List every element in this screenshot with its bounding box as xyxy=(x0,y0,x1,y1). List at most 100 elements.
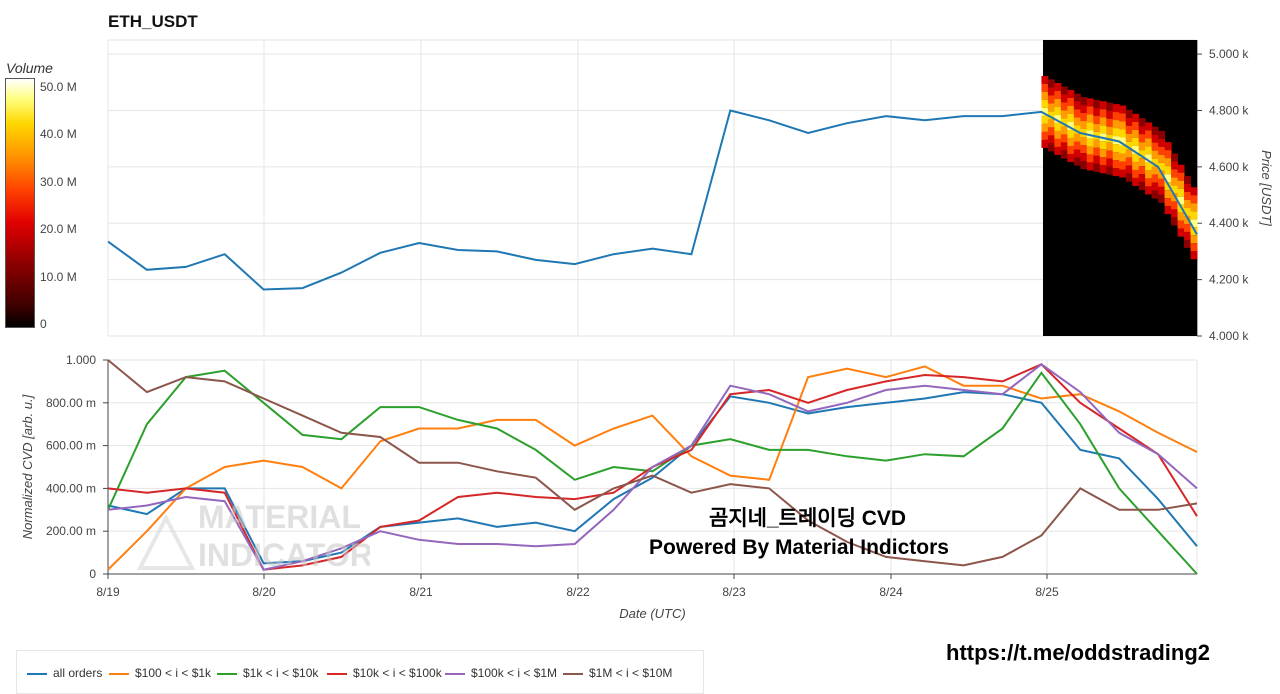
cvd-axis-label: Normalized CVD [arb. u.] xyxy=(20,394,35,539)
legend-item[interactable]: $100k < i < $1M xyxy=(445,666,557,680)
heatmap-cell xyxy=(1093,99,1101,108)
cvd-tick-label: 800.00 m xyxy=(46,396,96,410)
heatmap-cell xyxy=(1151,158,1159,167)
legend-swatch xyxy=(563,672,583,675)
legend-swatch xyxy=(27,672,47,675)
heatmap-cell xyxy=(1041,75,1049,84)
heatmap-cell xyxy=(1112,104,1120,113)
heatmap-cell xyxy=(1132,113,1140,122)
legend-item[interactable]: $10k < i < $100k xyxy=(327,666,442,680)
heatmap-cell xyxy=(1184,183,1192,192)
legend-item[interactable]: $1k < i < $10k xyxy=(217,666,318,680)
legend-swatch xyxy=(327,672,347,675)
heatmap-cell xyxy=(1041,107,1049,116)
heatmap-cell xyxy=(1106,150,1114,159)
heatmap-cell xyxy=(1125,157,1133,166)
heatmap-cell xyxy=(1145,178,1153,187)
heatmap-cell xyxy=(1099,149,1107,158)
price-tick-label: 4.400 k xyxy=(1209,216,1249,230)
legend-swatch xyxy=(445,672,465,675)
heatmap-cell xyxy=(1080,113,1088,122)
heatmap-cell xyxy=(1080,121,1088,130)
heatmap-cell xyxy=(1106,142,1114,151)
heatmap-cell xyxy=(1190,243,1198,252)
heatmap-cell xyxy=(1190,251,1198,260)
heatmap-cell xyxy=(1138,166,1146,175)
heatmap-cell xyxy=(1093,115,1101,124)
legend-label: $100 < i < $1k xyxy=(135,666,212,680)
heatmap-cell xyxy=(1060,126,1068,135)
heatmap-cell xyxy=(1177,172,1185,181)
price-tick-label: 5.000 k xyxy=(1209,47,1249,61)
heatmap-cell xyxy=(1138,174,1146,183)
heatmap-cell xyxy=(1158,162,1166,171)
heatmap-cell xyxy=(1184,231,1192,240)
legend-item[interactable]: $1M < i < $10M xyxy=(563,666,672,680)
heatmap-cell xyxy=(1119,161,1127,170)
colorbar-tick: 20.0 M xyxy=(40,222,77,236)
heatmap-cell xyxy=(1073,109,1081,118)
heatmap-cell xyxy=(1125,149,1133,158)
heatmap-cell xyxy=(1047,111,1055,120)
heatmap-cell xyxy=(1099,125,1107,134)
heatmap-cell xyxy=(1086,146,1094,155)
cvd-tick-label: 600.00 m xyxy=(46,439,96,453)
heatmap-cell xyxy=(1060,134,1068,143)
heatmap-cell xyxy=(1041,139,1049,148)
heatmap-cell xyxy=(1145,170,1153,179)
heatmap-cell xyxy=(1041,99,1049,108)
x-tick-label: 8/25 xyxy=(1035,585,1059,599)
heatmap-cell xyxy=(1106,158,1114,167)
heatmap-cell xyxy=(1060,102,1068,111)
heatmap-cell xyxy=(1086,106,1094,115)
heatmap-cell xyxy=(1060,118,1068,127)
heatmap-cell xyxy=(1060,142,1068,151)
colorbar-tick: 30.0 M xyxy=(40,175,77,189)
heatmap-cell xyxy=(1106,118,1114,127)
heatmap-cell xyxy=(1067,89,1075,98)
heatmap-cell xyxy=(1145,122,1153,131)
heatmap-cell xyxy=(1054,122,1062,131)
heatmap-cell xyxy=(1060,150,1068,159)
heatmap-cell xyxy=(1145,186,1153,195)
heatmap-cell xyxy=(1158,194,1166,203)
heatmap-cell xyxy=(1093,147,1101,156)
heatmap-cell xyxy=(1125,133,1133,142)
heatmap-cell xyxy=(1151,150,1159,159)
heatmap-cell xyxy=(1067,145,1075,154)
legend-label: $1M < i < $10M xyxy=(589,666,673,680)
heatmap-cell xyxy=(1171,201,1179,210)
heatmap-cell xyxy=(1158,146,1166,155)
heatmap-cell xyxy=(1184,223,1192,232)
heatmap-cell xyxy=(1119,153,1127,162)
heatmap-cell xyxy=(1177,196,1185,205)
heatmap-cell xyxy=(1125,109,1133,118)
cvd-series-line xyxy=(107,365,1198,571)
legend-swatch xyxy=(109,672,129,675)
price-plot-frame xyxy=(107,39,1198,337)
legend: all orders $100 < i < $1k $1k < i < $10k $1… xyxy=(16,650,704,694)
legend-item[interactable]: $100 < i < $1k xyxy=(109,666,211,680)
heatmap-cell xyxy=(1119,121,1127,130)
legend-label: all orders xyxy=(53,666,103,680)
heatmap-cell xyxy=(1145,162,1153,171)
heatmap-cell xyxy=(1112,168,1120,177)
heatmap-cell xyxy=(1041,83,1049,92)
telegram-link[interactable]: https://t.me/oddstrading2 xyxy=(946,640,1210,665)
heatmap-cell xyxy=(1158,154,1166,163)
volume-colorbar xyxy=(5,78,35,328)
chart-title: ETH_USDT xyxy=(108,12,198,31)
heatmap-cell xyxy=(1171,177,1179,186)
heatmap-cell xyxy=(1132,169,1140,178)
watermark-line2: INDICATORS xyxy=(198,537,370,573)
heatmap-cell xyxy=(1112,144,1120,153)
heatmap-cell xyxy=(1132,129,1140,138)
heatmap-cell xyxy=(1171,153,1179,162)
heatmap-cell xyxy=(1086,138,1094,147)
legend-item[interactable]: all orders xyxy=(27,666,102,680)
heatmap-cell xyxy=(1184,239,1192,248)
heatmap-cell xyxy=(1177,220,1185,229)
heatmap-cell xyxy=(1177,188,1185,197)
cvd-series-line xyxy=(107,363,1198,571)
heatmap-cell xyxy=(1041,131,1049,140)
